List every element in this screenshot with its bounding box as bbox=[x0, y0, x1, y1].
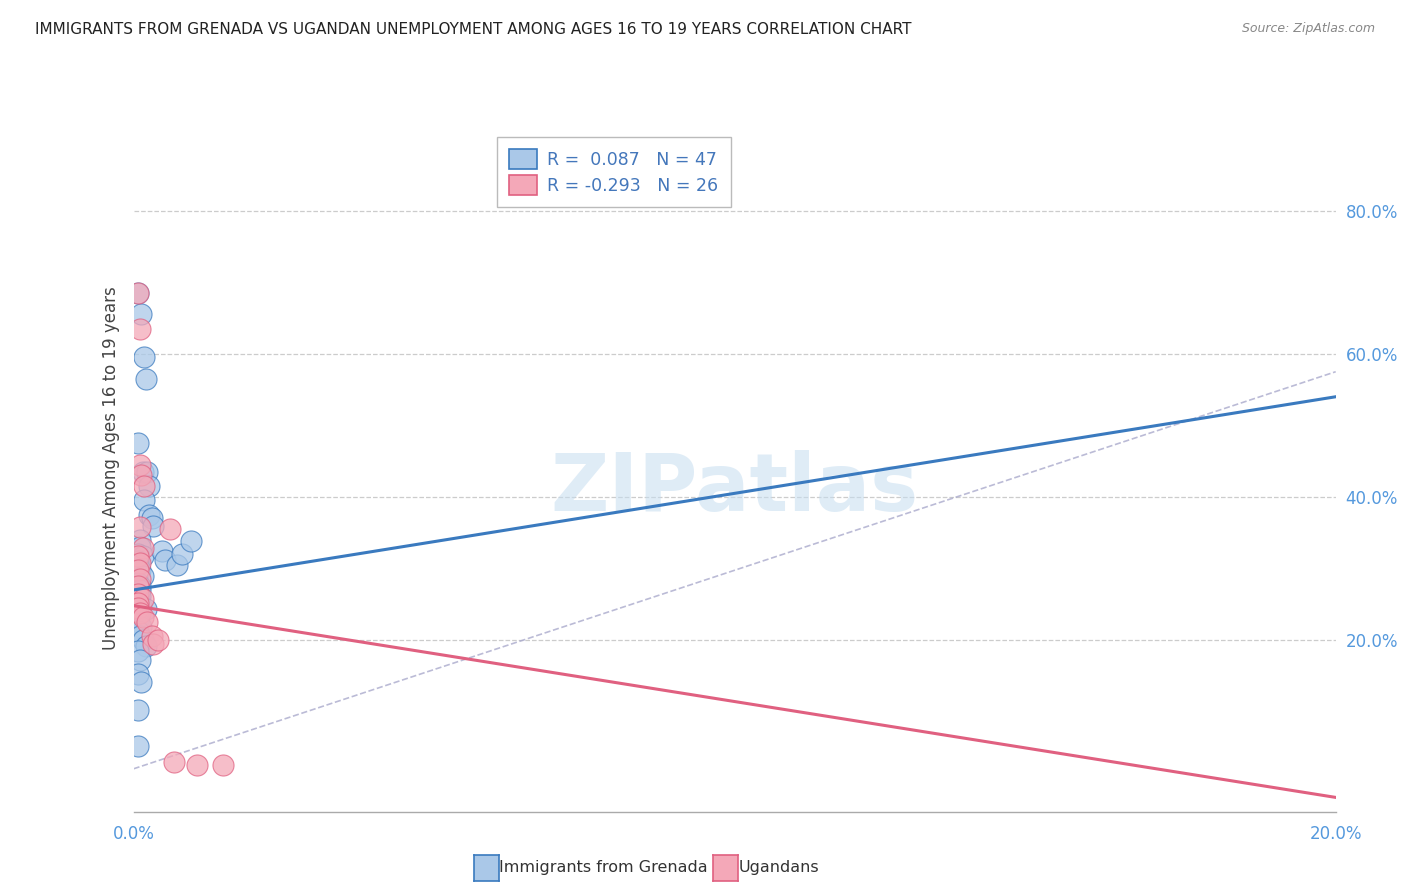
Point bbox=[142, 637, 165, 651]
Point bbox=[138, 479, 160, 493]
Point bbox=[127, 610, 149, 624]
Point bbox=[134, 351, 156, 365]
Point bbox=[129, 674, 152, 689]
Text: Source: ZipAtlas.com: Source: ZipAtlas.com bbox=[1241, 22, 1375, 36]
Point bbox=[134, 493, 156, 508]
Point bbox=[127, 596, 149, 610]
Point bbox=[163, 755, 186, 769]
Point bbox=[128, 589, 150, 603]
Point bbox=[127, 624, 149, 639]
Point bbox=[129, 620, 152, 634]
Point bbox=[127, 547, 149, 561]
Point bbox=[135, 615, 157, 629]
Point bbox=[127, 667, 149, 681]
Point bbox=[128, 579, 150, 593]
Point bbox=[153, 553, 176, 567]
Point bbox=[141, 629, 163, 643]
Text: Immigrants from Grenada: Immigrants from Grenada bbox=[499, 860, 707, 874]
Point bbox=[127, 615, 149, 629]
Point bbox=[135, 372, 157, 386]
Point bbox=[142, 518, 165, 533]
Point bbox=[131, 610, 153, 624]
Point bbox=[166, 558, 188, 572]
Text: ZIPatlas: ZIPatlas bbox=[551, 450, 918, 528]
Point bbox=[180, 534, 202, 549]
Point bbox=[127, 558, 149, 572]
Point bbox=[138, 508, 160, 522]
Point bbox=[128, 572, 150, 586]
Point bbox=[211, 758, 233, 772]
Legend: R =  0.087   N = 47, R = -0.293   N = 26: R = 0.087 N = 47, R = -0.293 N = 26 bbox=[496, 137, 731, 208]
Point bbox=[170, 547, 193, 561]
Point bbox=[128, 606, 150, 620]
Point bbox=[128, 556, 150, 570]
Point bbox=[135, 602, 157, 616]
Point bbox=[127, 575, 149, 590]
Point bbox=[131, 591, 153, 606]
Point bbox=[127, 436, 149, 450]
Point bbox=[128, 322, 150, 336]
Point bbox=[127, 563, 149, 577]
Point bbox=[152, 543, 174, 558]
Point bbox=[127, 596, 149, 610]
Point bbox=[131, 633, 153, 648]
Point bbox=[135, 465, 157, 479]
Point bbox=[128, 520, 150, 534]
Point bbox=[127, 579, 149, 593]
Point bbox=[127, 549, 149, 563]
Point bbox=[129, 599, 152, 613]
Point bbox=[127, 739, 149, 753]
Point bbox=[127, 703, 149, 717]
Point bbox=[186, 758, 208, 772]
Point bbox=[146, 633, 169, 648]
Point bbox=[127, 285, 149, 300]
Y-axis label: Unemployment Among Ages 16 to 19 years: Unemployment Among Ages 16 to 19 years bbox=[101, 286, 120, 650]
Point bbox=[129, 468, 152, 483]
Point bbox=[127, 644, 149, 658]
Point bbox=[135, 639, 157, 653]
Point bbox=[128, 540, 150, 554]
Point bbox=[131, 549, 153, 563]
Point bbox=[127, 606, 149, 620]
Point bbox=[141, 511, 163, 525]
Point bbox=[128, 533, 150, 547]
Point bbox=[128, 629, 150, 643]
Text: Ugandans: Ugandans bbox=[738, 860, 818, 874]
Point bbox=[127, 586, 149, 600]
Point bbox=[131, 568, 153, 582]
Point bbox=[127, 600, 149, 615]
Point bbox=[128, 653, 150, 667]
Point bbox=[131, 541, 153, 556]
Point bbox=[128, 582, 150, 597]
Point bbox=[127, 554, 149, 568]
Point bbox=[131, 465, 153, 479]
Point bbox=[127, 591, 149, 606]
Point bbox=[128, 458, 150, 472]
Text: IMMIGRANTS FROM GRENADA VS UGANDAN UNEMPLOYMENT AMONG AGES 16 TO 19 YEARS CORREL: IMMIGRANTS FROM GRENADA VS UGANDAN UNEMP… bbox=[35, 22, 911, 37]
Point bbox=[128, 563, 150, 577]
Point bbox=[127, 285, 149, 300]
Point bbox=[134, 479, 156, 493]
Point bbox=[129, 308, 152, 322]
Point bbox=[159, 522, 181, 536]
